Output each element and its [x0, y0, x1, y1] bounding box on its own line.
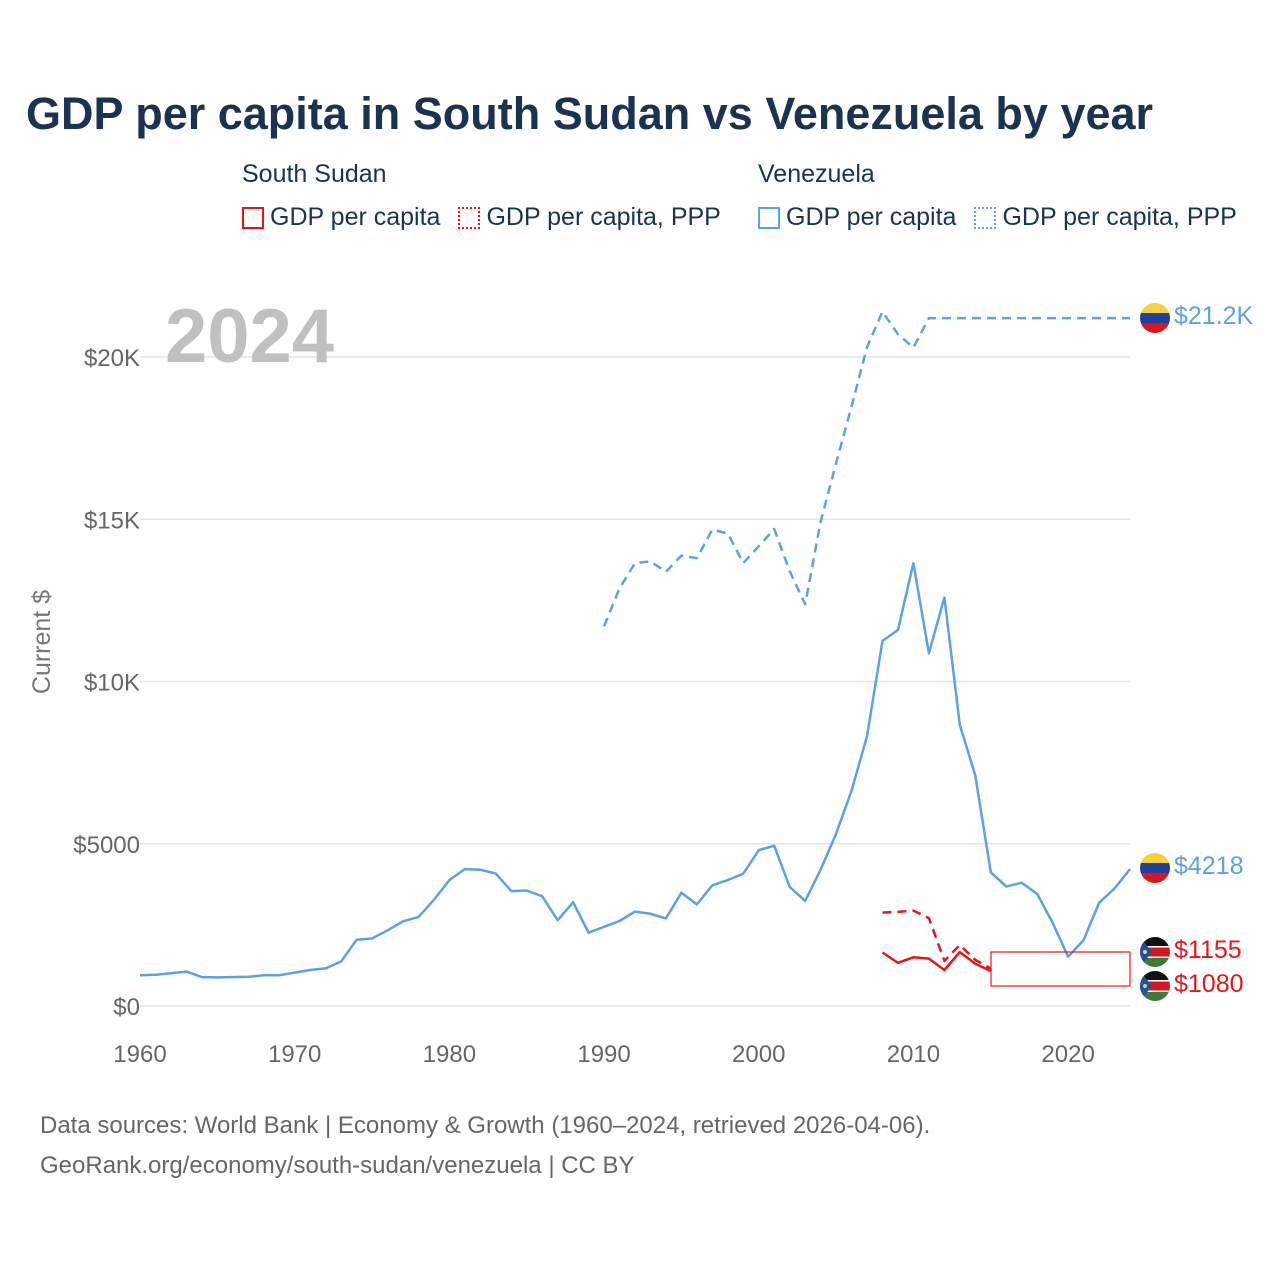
legend-group-venezuela: Venezuela GDP per capita GDP per capita,…	[758, 160, 1237, 232]
x-tick-label: 2010	[887, 1041, 940, 1068]
y-axis-label: Current $	[28, 590, 56, 694]
end-label-south-sudan-gdp: $1080	[1174, 970, 1244, 998]
legend-label: GDP per capita	[270, 203, 441, 231]
legend-group-name: Venezuela	[758, 160, 875, 188]
y-tick-label: $15K	[84, 507, 140, 534]
legend-group-name: South Sudan	[242, 160, 387, 188]
legend-label: GDP per capita, PPP	[486, 203, 721, 231]
footer-attribution[interactable]: GeoRank.org/economy/south-sudan/venezuel…	[40, 1152, 635, 1179]
legend-label: GDP per capita, PPP	[1002, 203, 1237, 231]
legend-swatch-solid-blue	[758, 206, 780, 229]
x-tick-label: 1980	[423, 1041, 476, 1068]
x-tick-label: 1960	[113, 1041, 166, 1068]
footer-sources: Data sources: World Bank | Economy & Gro…	[40, 1112, 931, 1139]
legend-item-venezuela-gdp-ppp[interactable]: GDP per capita, PPP	[974, 203, 1237, 232]
venezuela-flag-icon	[1140, 303, 1170, 333]
x-tick-label: 1970	[268, 1041, 321, 1068]
legend-swatch-solid-red	[242, 206, 264, 229]
south-sudan-flag-icon	[1140, 937, 1170, 967]
y-tick-label: $10K	[84, 670, 140, 697]
legend-swatch-dotted-red	[458, 206, 481, 229]
y-tick-label: $0	[113, 994, 140, 1021]
y-axis-tick-labels: $0 $5000 $10K $15K $20K	[73, 345, 140, 1021]
legend-label: GDP per capita	[786, 203, 957, 231]
x-axis-tick-labels: 1960 1970 1980 1990 2000 2010 2020	[113, 1041, 1095, 1068]
y-tick-label: $20K	[84, 345, 140, 372]
series-line-south-sudan-gdp-per-capita-ppp[interactable]	[882, 909, 992, 970]
footer: Data sources: World Bank | Economy & Gro…	[40, 1106, 930, 1186]
series-line-south-sudan-gdp-per-capita[interactable]	[881, 950, 992, 973]
legend-swatch-dotted-blue	[974, 206, 997, 229]
legend-item-south-sudan-gdp[interactable]: GDP per capita	[242, 203, 440, 232]
y-tick-label: $5000	[73, 832, 140, 859]
south-sudan-label-connector	[990, 951, 1131, 987]
legend-group-south-sudan: South Sudan GDP per capita GDP per capit…	[242, 160, 721, 232]
year-watermark: 2024	[165, 294, 334, 379]
series-lines	[139, 310, 1131, 979]
venezuela-flag-icon	[1140, 853, 1170, 883]
south-sudan-flag-icon	[1140, 971, 1170, 1001]
x-tick-label: 2020	[1041, 1041, 1094, 1068]
series-line-venezuela-gdp-per-capita-ppp[interactable]	[602, 310, 1130, 627]
end-label-venezuela-ppp: $21.2K	[1174, 302, 1254, 330]
x-tick-label: 2000	[732, 1041, 785, 1068]
legend-item-south-sudan-gdp-ppp[interactable]: GDP per capita, PPP	[458, 203, 721, 232]
end-label-south-sudan-ppp: $1155	[1174, 936, 1242, 964]
grid-lines	[140, 356, 1130, 1007]
x-tick-label: 1990	[577, 1041, 630, 1068]
chart-title: GDP per capita in South Sudan vs Venezue…	[26, 88, 1154, 139]
end-label-venezuela-gdp: $4218	[1174, 852, 1244, 880]
series-line-venezuela-gdp-per-capita[interactable]	[139, 561, 1131, 979]
legend-item-venezuela-gdp[interactable]: GDP per capita	[758, 203, 956, 232]
